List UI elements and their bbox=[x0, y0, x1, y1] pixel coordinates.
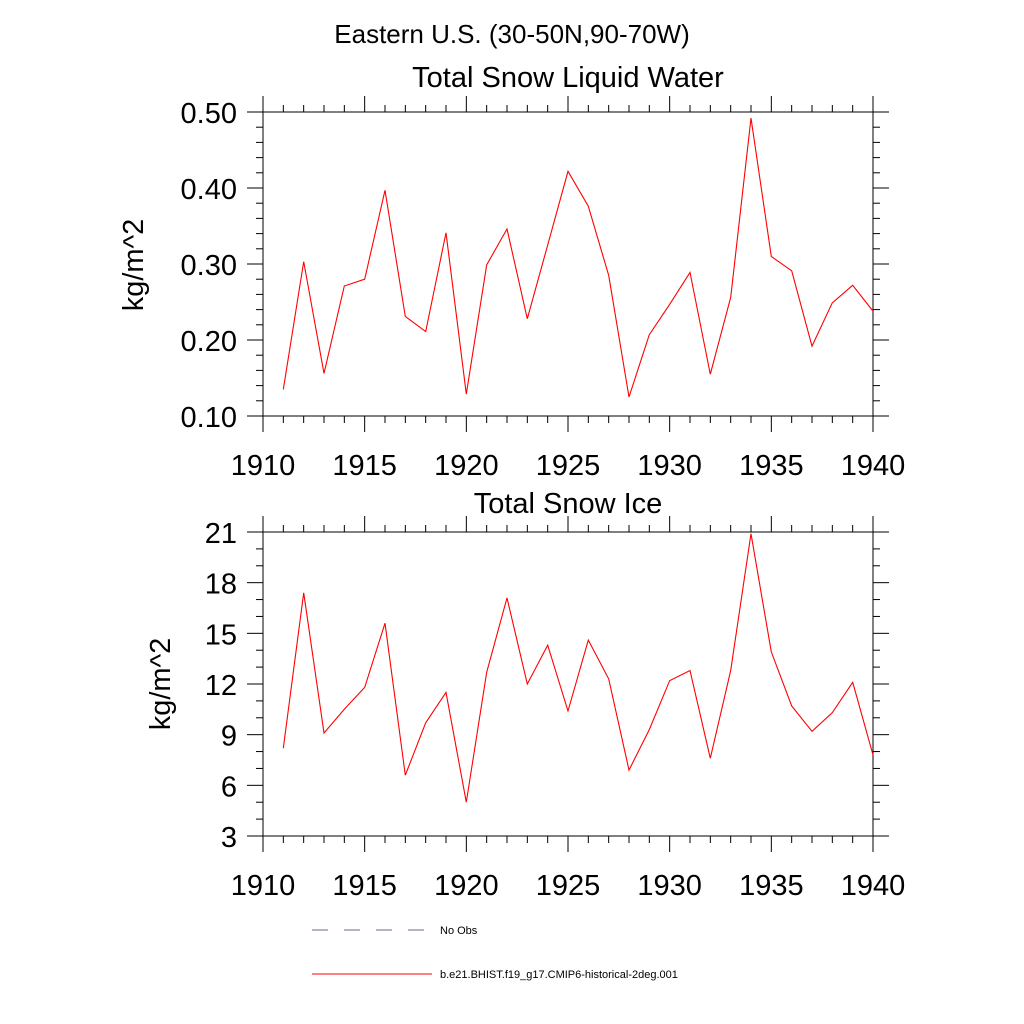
panel-1-x-tick-label: 1940 bbox=[841, 450, 906, 482]
panel-1-series-line bbox=[282, 118, 874, 398]
panel-1-y-axis-label: kg/m^2 bbox=[118, 219, 150, 312]
panel-2-y-tick-label: 3 bbox=[221, 822, 237, 854]
panel-1-axes: 1910 1915 1920 1925 1930 1935 1940 0.10 0.20 0.30… bbox=[181, 96, 906, 482]
panel-2-x-tick-label: 1915 bbox=[332, 870, 397, 902]
panel-snow-ice: Total Snow Ice kg/m^2 1910 1915 1920 1925 19… bbox=[145, 488, 905, 902]
panel-1-x-tick-label: 1915 bbox=[332, 450, 397, 482]
panel-1-y-tick-label: 0.20 bbox=[181, 326, 237, 358]
panel-2-x-tick-label: 1925 bbox=[536, 870, 601, 902]
panel-1-y-tick-label: 0.50 bbox=[181, 98, 237, 130]
panel-1-x-tick-label: 1930 bbox=[637, 450, 702, 482]
panel-1-y-tick-label: 0.40 bbox=[181, 174, 237, 206]
panel-2-y-tick-label: 18 bbox=[205, 569, 237, 601]
panel-1-x-tick-label: 1920 bbox=[434, 450, 499, 482]
panel-2-x-tick-label: 1910 bbox=[231, 870, 296, 902]
panel-2-y-tick-label: 12 bbox=[205, 670, 237, 702]
panel-2-y-tick-label: 15 bbox=[205, 619, 237, 651]
panel-1-x-tick-label: 1925 bbox=[536, 450, 601, 482]
panel-2-y-tick-label: 6 bbox=[221, 771, 237, 803]
legend: No Obs b.e21.BHIST.f19_g17.CMIP6-histori… bbox=[312, 925, 678, 981]
panel-1-title: Total Snow Liquid Water bbox=[412, 62, 724, 94]
legend-no-obs-label: No Obs bbox=[440, 925, 478, 937]
panel-1-x-tick-label: 1935 bbox=[739, 450, 804, 482]
panel-2-x-tick-label: 1930 bbox=[637, 870, 702, 902]
panel-snow-liquid-water: Total Snow Liquid Water kg/m^2 1910 1915 1… bbox=[118, 62, 905, 482]
panel-2-x-tick-label: 1935 bbox=[739, 870, 804, 902]
panel-2-y-tick-label: 9 bbox=[221, 721, 237, 753]
legend-model-label: b.e21.BHIST.f19_g17.CMIP6-historical-2de… bbox=[440, 969, 678, 981]
panel-1-y-tick-label: 0.10 bbox=[181, 402, 237, 434]
panel-2-y-tick-label: 21 bbox=[205, 518, 237, 550]
panel-2-y-axis-label: kg/m^2 bbox=[145, 638, 177, 731]
panel-2-axes: 1910 1915 1920 1925 1930 1935 1940 3 6 9 12 15 18 21 bbox=[205, 516, 906, 902]
panel-1-x-tick-label: 1910 bbox=[231, 450, 296, 482]
panel-1-y-tick-label: 0.30 bbox=[181, 250, 237, 282]
panel-2-plot-frame bbox=[262, 531, 874, 837]
panel-2-x-tick-label: 1940 bbox=[841, 870, 906, 902]
panel-2-title: Total Snow Ice bbox=[474, 488, 663, 520]
panel-2-x-tick-label: 1920 bbox=[434, 870, 499, 902]
panel-2-series-line bbox=[282, 533, 874, 803]
figure-suptitle: Eastern U.S. (30-50N,90-70W) bbox=[334, 19, 689, 49]
